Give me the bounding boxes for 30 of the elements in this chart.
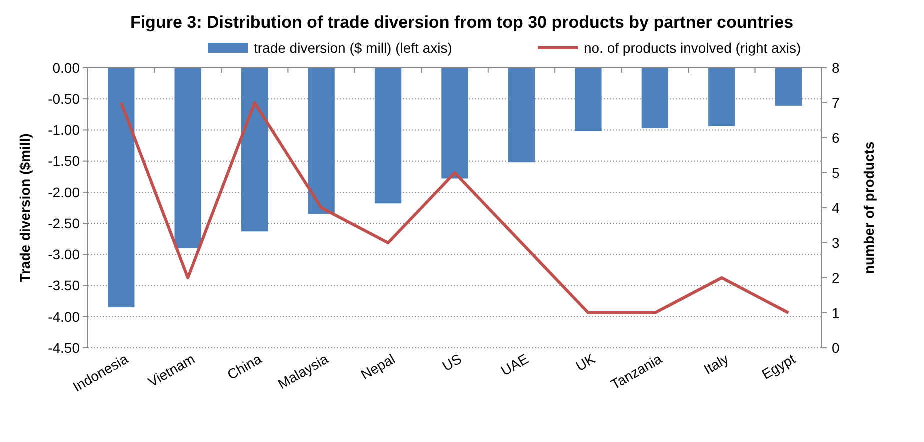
- x-tick-label: Italy: [701, 350, 732, 378]
- y-tick-label: -1.50: [48, 153, 80, 170]
- y2-tick-label: 8: [832, 60, 840, 76]
- y2-tick-label: 6: [832, 130, 840, 146]
- y-tick-label: 0.00: [52, 60, 80, 76]
- y-tick-label: -3.00: [48, 246, 80, 263]
- y-tick-label: -4.00: [48, 308, 80, 325]
- y2-tick-label: 1: [832, 304, 840, 321]
- x-tick-label: China: [224, 350, 264, 383]
- y-tick-label: -2.00: [48, 184, 80, 200]
- line-series: [120, 102, 790, 314]
- chart-title: Figure 3: Distribution of trade diversion from top 30 products by partner countries: [130, 13, 794, 32]
- y-tick-label: -3.50: [48, 278, 80, 294]
- legend-label: trade diversion ($ mill) (left axis): [254, 40, 452, 56]
- y-tick-label: -4.50: [48, 340, 80, 356]
- y2-tick-label: 0: [832, 340, 840, 356]
- x-tick-label: UK: [573, 350, 599, 374]
- y2-tick-label: 5: [832, 164, 840, 181]
- y-tick-label: -0.50: [48, 91, 80, 108]
- y-axis-title: Trade diversion ($mill): [17, 134, 33, 282]
- y2-tick-label: 3: [832, 234, 840, 251]
- y2-tick-label: 7: [832, 94, 840, 111]
- y2-tick-label: 2: [832, 270, 840, 286]
- y2-tick-label: 4: [832, 200, 840, 216]
- y-tick-label: -1.00: [48, 122, 80, 138]
- y2-axis-title: number of products: [861, 142, 877, 274]
- y-tick-label: -2.50: [48, 215, 80, 232]
- x-tick-label: US: [440, 350, 464, 374]
- legend-label: no. of products involved (right axis): [584, 40, 802, 56]
- x-tick-label: UAE: [498, 350, 532, 379]
